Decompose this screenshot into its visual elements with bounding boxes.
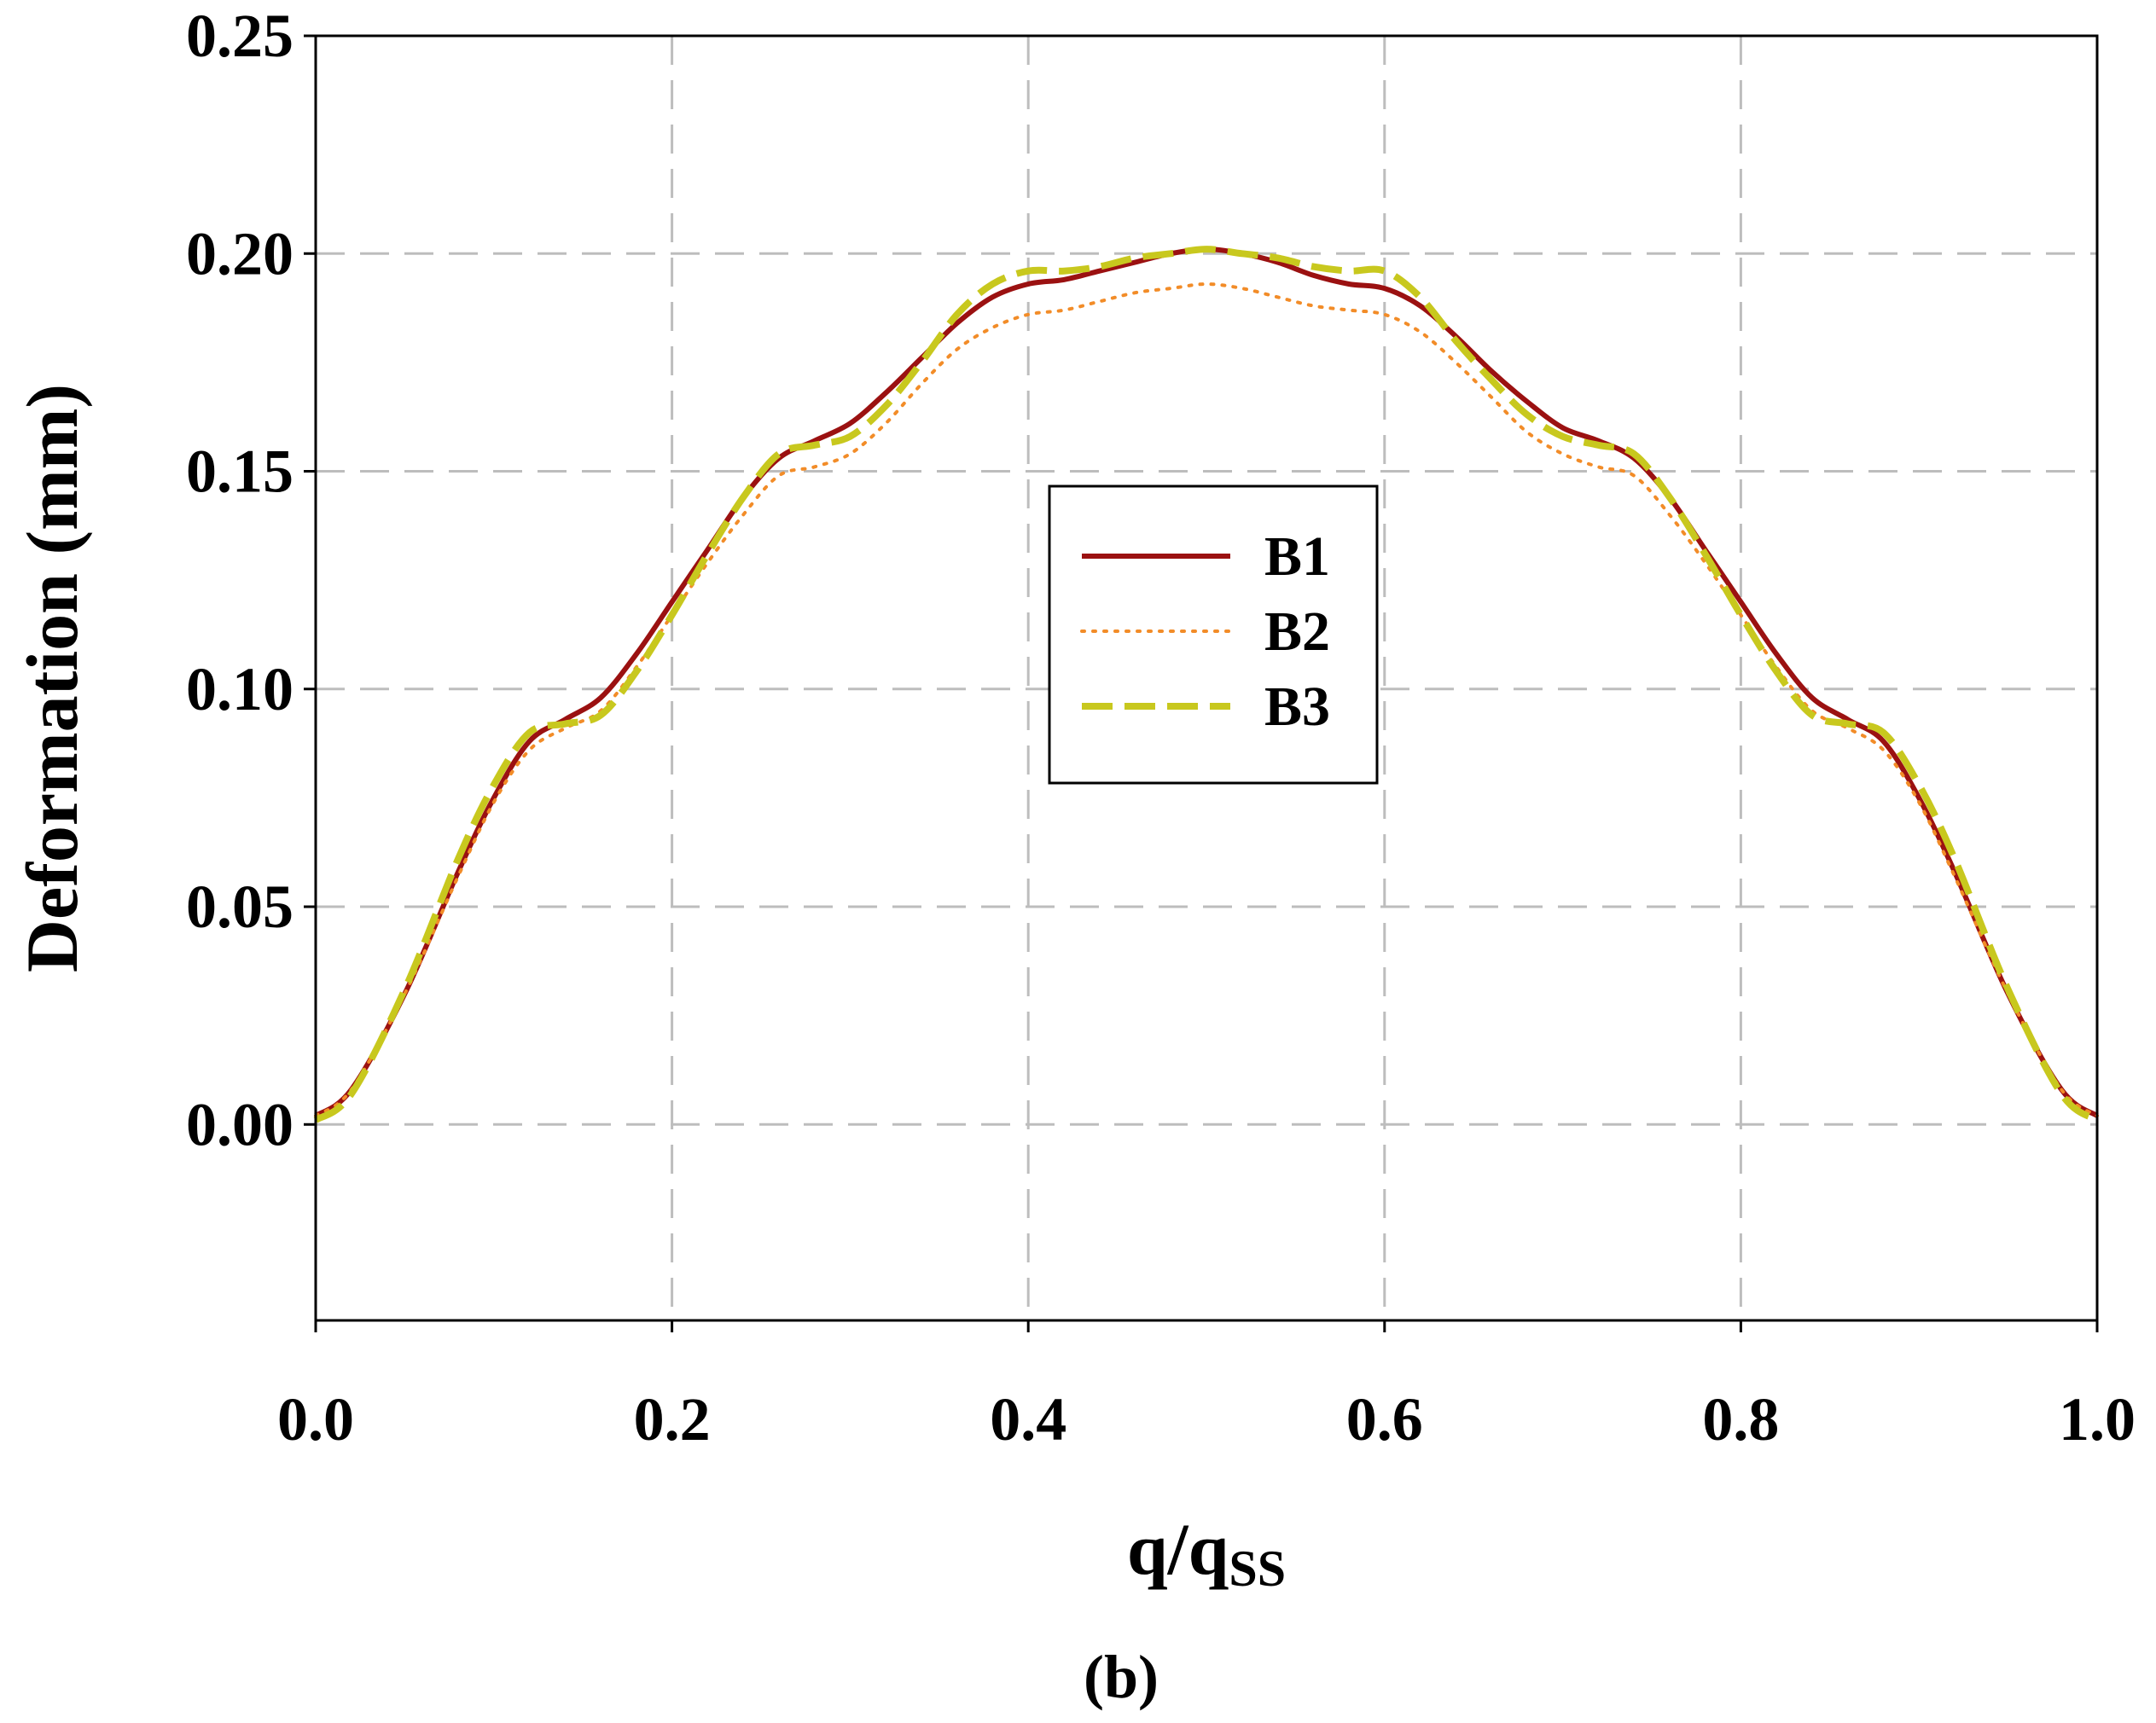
x-tick-label: 1.0 (2059, 1385, 2136, 1453)
panel-label: (b) (1084, 1643, 1159, 1711)
y-axis-title: Deformation (mm) (11, 384, 93, 972)
x-tick-label: 0.6 (1346, 1385, 1423, 1453)
y-tick-label: 0.00 (186, 1090, 293, 1158)
legend: B1 B2 B3 (1048, 484, 1379, 785)
y-tick-label: 0.05 (186, 873, 293, 941)
series-line-b3 (313, 246, 2100, 1123)
x-tick-label: 0.2 (634, 1385, 711, 1453)
plot-frame (314, 34, 2099, 1322)
x-axis-title-main: q/q (1127, 1508, 1229, 1590)
y-tick-label: 0.25 (186, 2, 293, 70)
legend-label-b3: B3 (1264, 676, 1330, 738)
y-tick-label: 0.10 (186, 655, 293, 723)
series-lines (313, 246, 2100, 1123)
x-tick-label: 0.0 (277, 1385, 354, 1453)
x-axis-title: q/qSS (1127, 1508, 1286, 1597)
legend-label-b2: B2 (1264, 600, 1330, 663)
x-tick-label: 0.8 (1702, 1385, 1779, 1453)
y-tick-label: 0.20 (186, 219, 293, 287)
legend-label-b1: B1 (1264, 525, 1330, 588)
x-tick-label: 0.4 (990, 1385, 1066, 1453)
axis-ticks: 0.0 0.2 0.4 0.6 0.8 1.0 0.00 0.05 0.10 0.15 0.20 0.… (186, 2, 2136, 1453)
y-tick-label: 0.15 (186, 438, 293, 506)
legend-box (1048, 484, 1379, 785)
x-axis-title-subscript: SS (1229, 1540, 1286, 1597)
